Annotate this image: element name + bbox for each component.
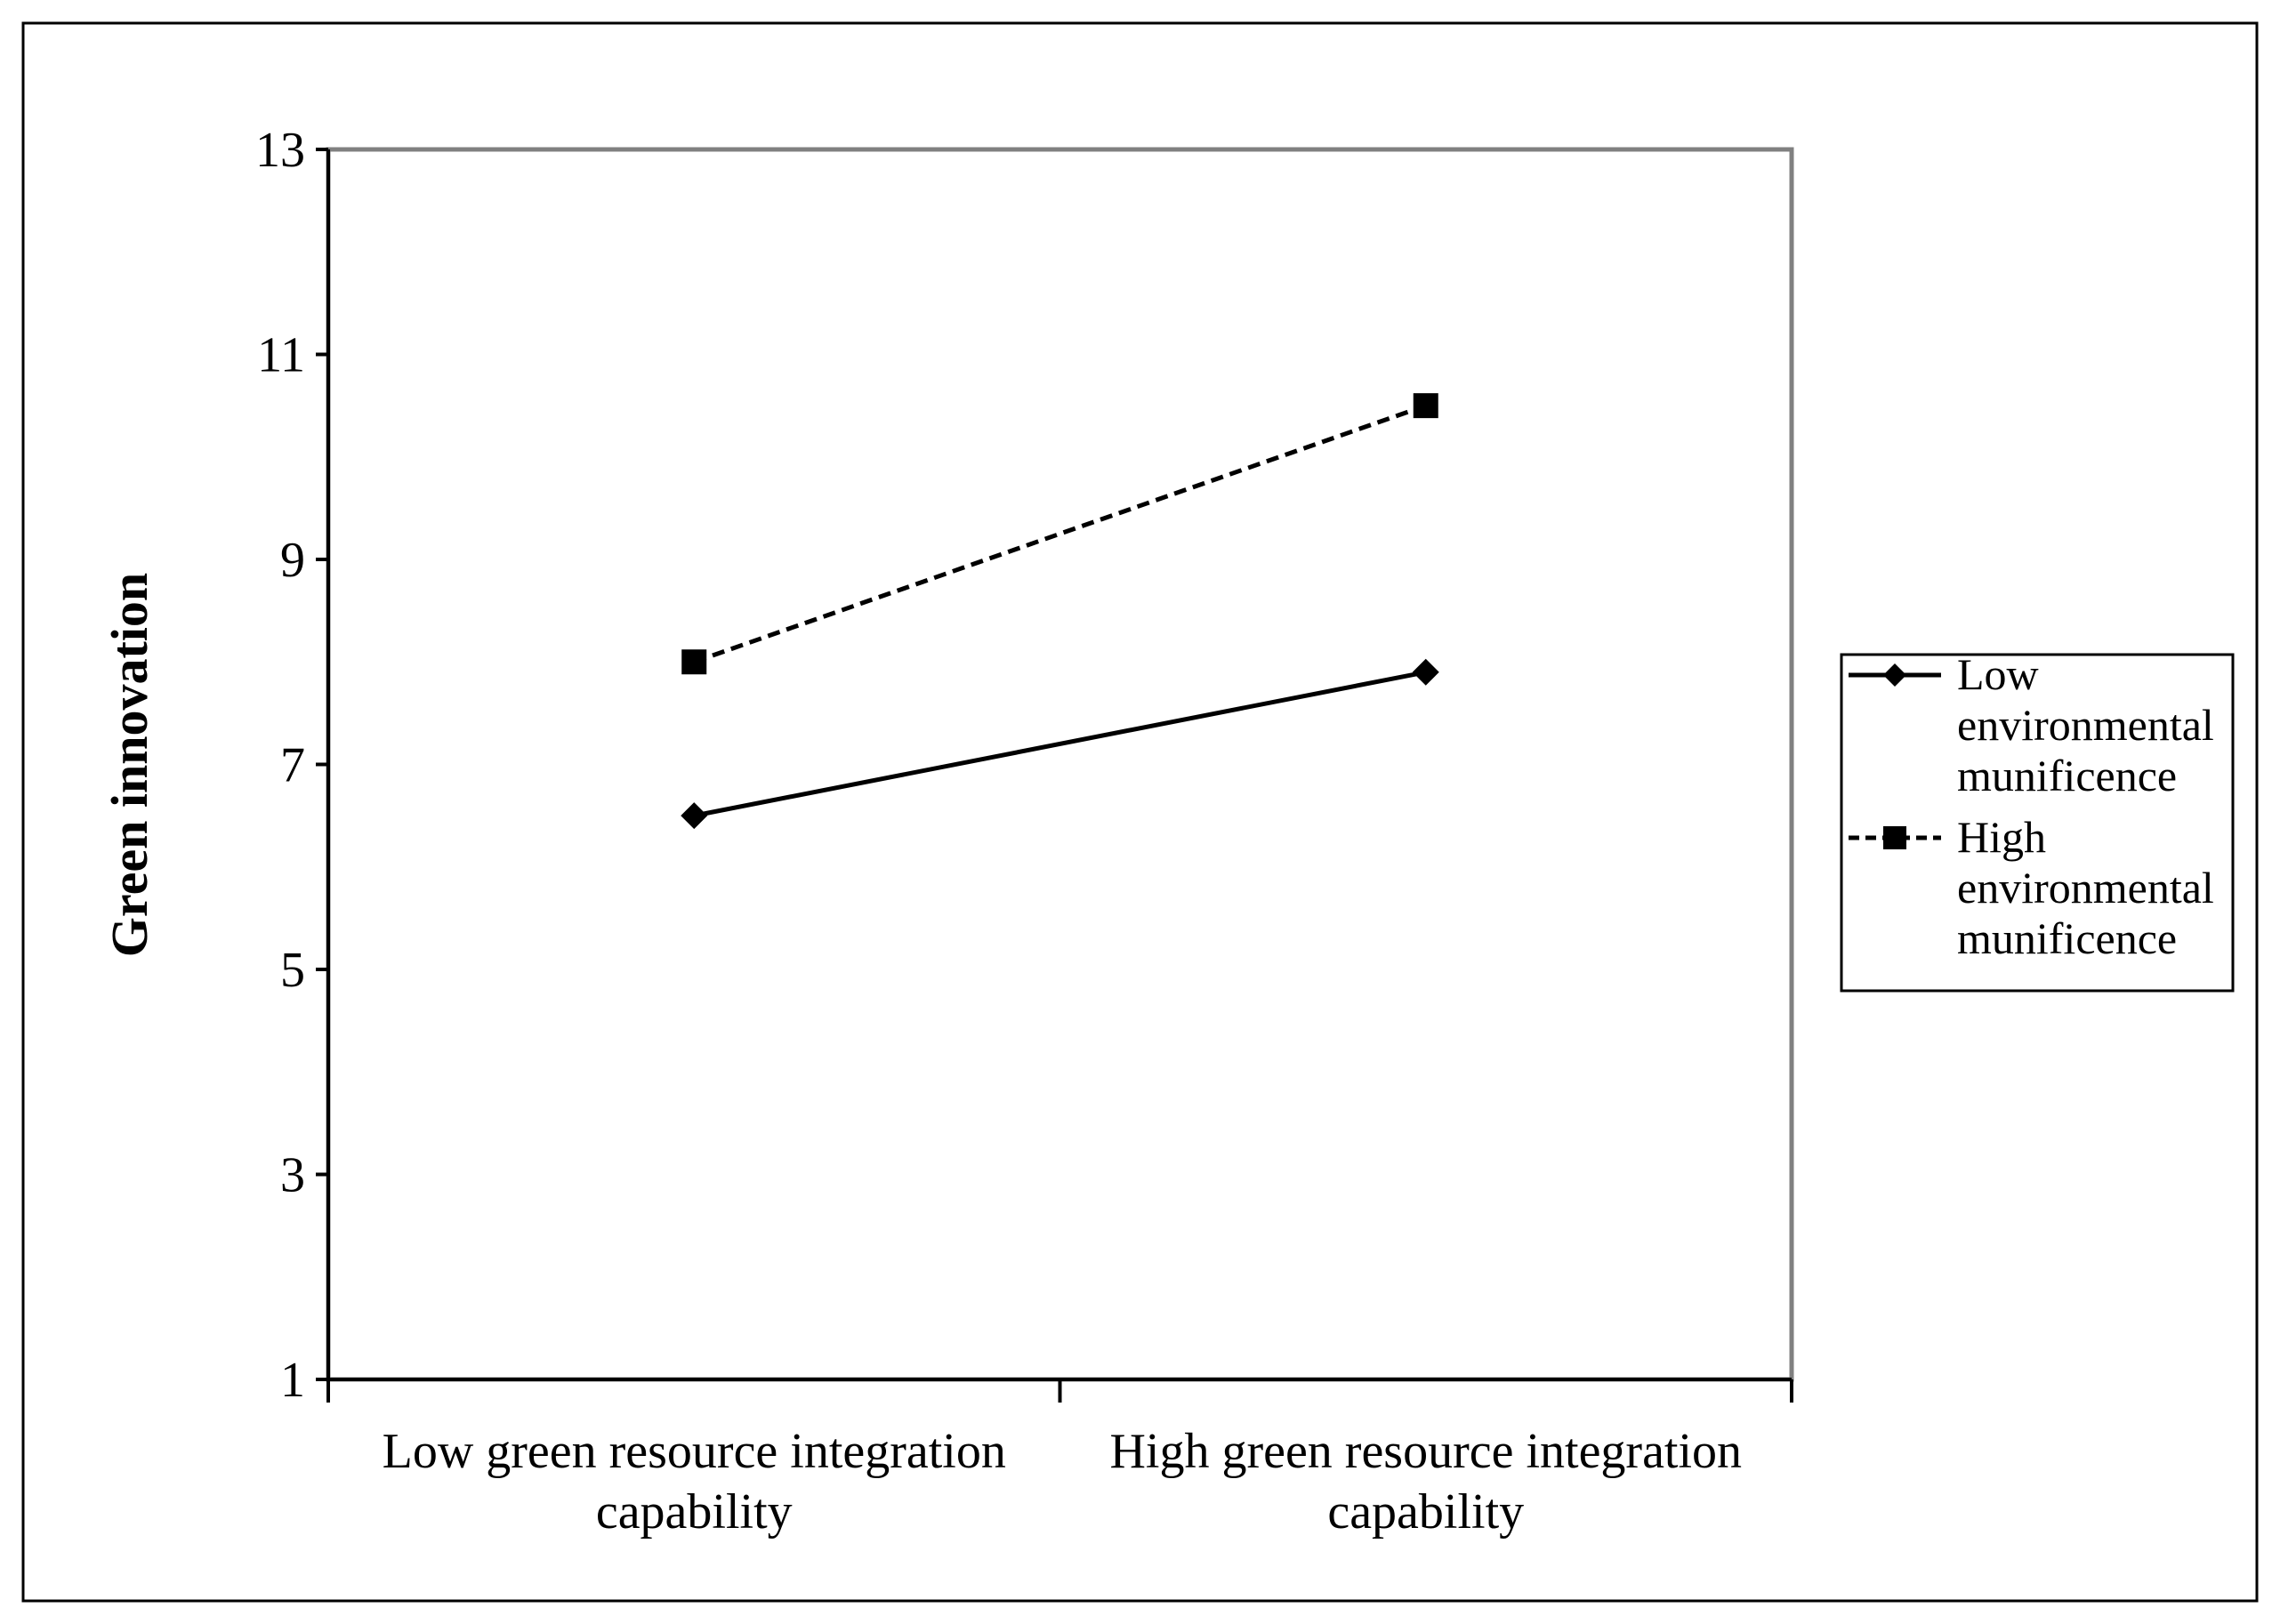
legend-label-line: environmental [1957, 700, 2214, 750]
legend-label-line: munificence [1957, 913, 2177, 963]
series-layer [681, 393, 1439, 830]
x-category-label-line: capability [1327, 1484, 1524, 1540]
diamond-marker [1412, 658, 1439, 686]
legend-label-line: Low [1957, 649, 2039, 699]
series-2 [681, 393, 1438, 675]
square-marker [681, 649, 707, 675]
x-category-label-line: High green resource integration [1109, 1424, 1742, 1479]
y-tick-label: 9 [280, 533, 305, 588]
x-category-label-line: capability [596, 1484, 793, 1540]
y-tick-label: 13 [255, 123, 305, 178]
square-marker [1413, 393, 1438, 419]
x-category-label: High green resource integration capabilit… [1109, 1424, 1742, 1540]
series-line [693, 403, 1427, 664]
series-1 [681, 658, 1439, 830]
legend-entry: High environmental munificence [1849, 812, 2214, 963]
x-category-label-line: Low green resource integration [383, 1424, 1006, 1479]
square-marker [1883, 826, 1906, 849]
y-tick-label: 3 [280, 1148, 305, 1203]
y-tick-label: 5 [280, 943, 305, 998]
legend-label-line: High [1957, 812, 2046, 862]
legend-label: High environmental munificence [1957, 812, 2214, 963]
legend-box [1840, 653, 2235, 993]
series-line [693, 670, 1427, 818]
legend-entry: Low environmental munificence [1849, 649, 2214, 800]
y-tick-label: 11 [257, 328, 305, 383]
legend-label: Low environmental munificence [1957, 649, 2214, 800]
legend-label-line: munificence [1957, 751, 2177, 800]
legend-label-line: environmental [1957, 863, 2214, 912]
diamond-marker [1883, 663, 1906, 687]
y-tick-label: 1 [280, 1353, 305, 1408]
y-axis-title: Green innovation [101, 573, 158, 957]
x-category-label: Low green resource integration capability [383, 1424, 1006, 1540]
y-tick-label: 7 [280, 738, 305, 793]
diamond-marker [681, 802, 708, 830]
